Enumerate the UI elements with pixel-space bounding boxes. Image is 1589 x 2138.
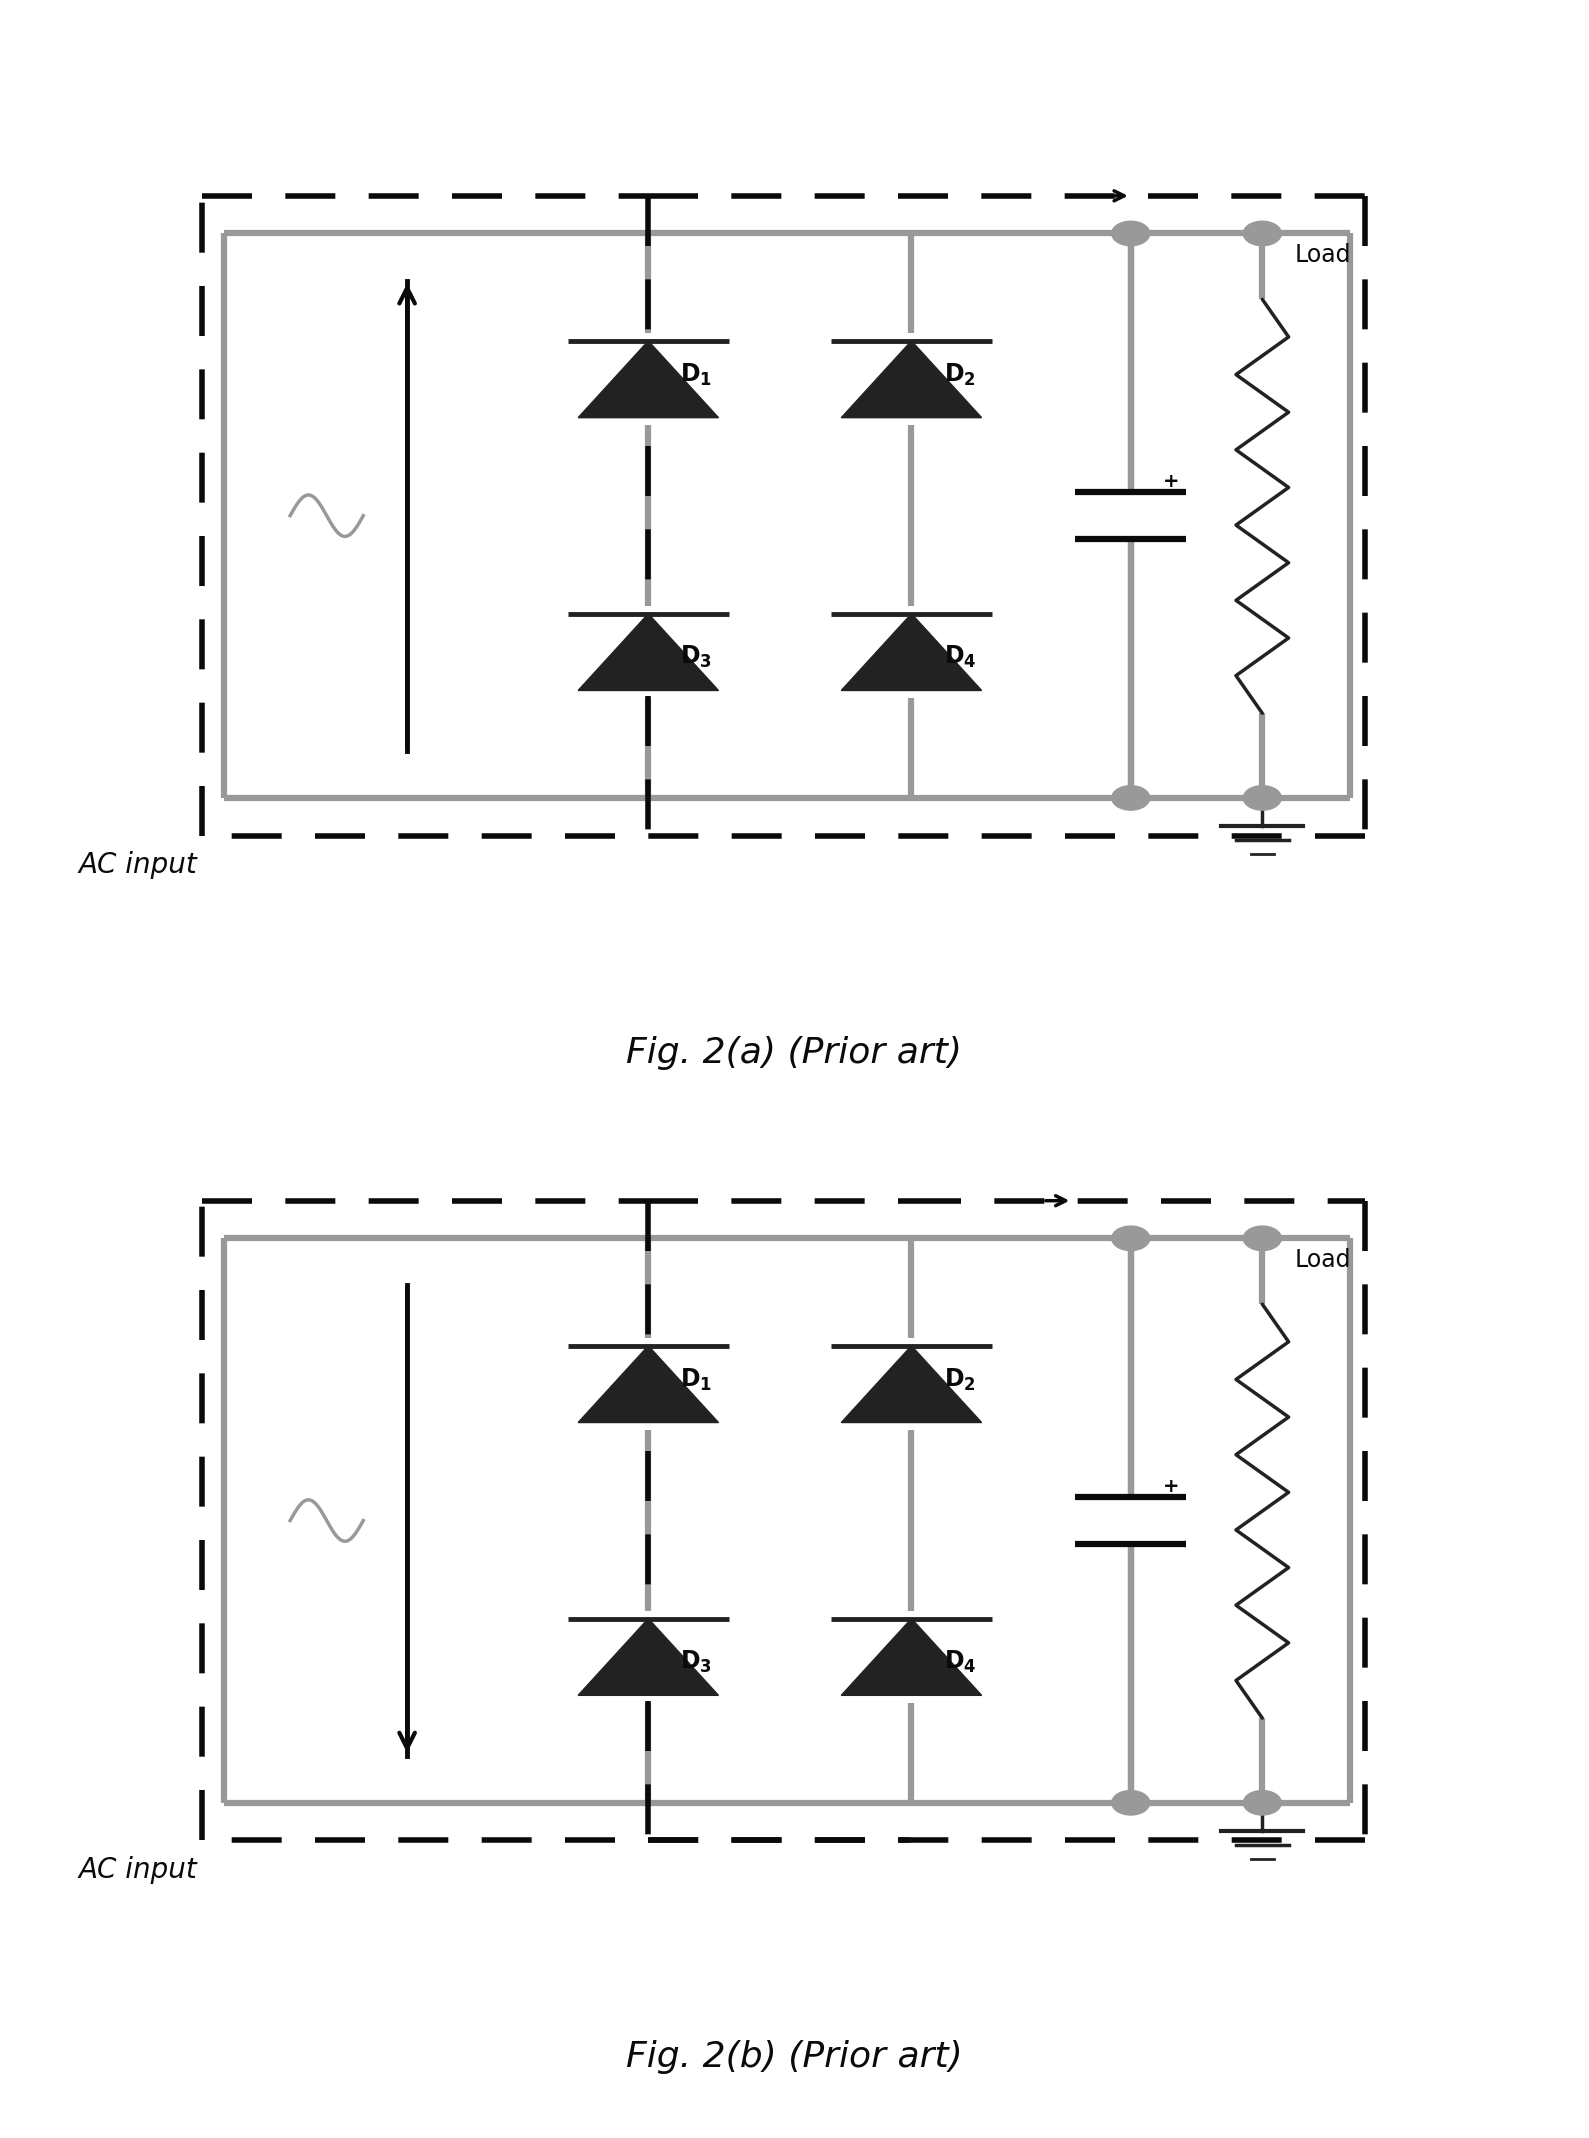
Text: Fig. 2(a) (Prior art): Fig. 2(a) (Prior art) [626, 1035, 963, 1069]
Polygon shape [578, 340, 718, 417]
Text: Load: Load [1295, 244, 1351, 267]
Circle shape [1243, 1225, 1281, 1251]
Circle shape [1112, 785, 1150, 810]
Text: +: + [1163, 472, 1179, 492]
Text: $\mathbf{D_4}$: $\mathbf{D_4}$ [944, 1648, 976, 1674]
Text: $\mathbf{D_1}$: $\mathbf{D_1}$ [680, 1366, 712, 1392]
Polygon shape [578, 614, 718, 691]
Circle shape [1112, 1790, 1150, 1815]
Polygon shape [578, 1618, 718, 1695]
Polygon shape [841, 1345, 982, 1422]
Circle shape [1112, 1225, 1150, 1251]
Text: $\mathbf{D_3}$: $\mathbf{D_3}$ [680, 1648, 712, 1674]
Text: $\mathbf{D_1}$: $\mathbf{D_1}$ [680, 361, 712, 387]
Text: AC input: AC input [78, 851, 197, 879]
Text: +: + [1163, 1477, 1179, 1497]
Circle shape [1243, 220, 1281, 246]
Text: $\mathbf{D_3}$: $\mathbf{D_3}$ [680, 644, 712, 669]
Polygon shape [578, 1345, 718, 1422]
Text: $\mathbf{D_2}$: $\mathbf{D_2}$ [944, 1366, 976, 1392]
Text: $\mathbf{D_4}$: $\mathbf{D_4}$ [944, 644, 976, 669]
Text: Load: Load [1295, 1249, 1351, 1272]
Polygon shape [841, 1618, 982, 1695]
Circle shape [1243, 1790, 1281, 1815]
Text: AC input: AC input [78, 1856, 197, 1884]
Text: Fig. 2(b) (Prior art): Fig. 2(b) (Prior art) [626, 2040, 963, 2074]
Polygon shape [841, 340, 982, 417]
Circle shape [1112, 220, 1150, 246]
Polygon shape [841, 614, 982, 691]
Circle shape [1243, 785, 1281, 810]
Text: $\mathbf{D_2}$: $\mathbf{D_2}$ [944, 361, 976, 387]
